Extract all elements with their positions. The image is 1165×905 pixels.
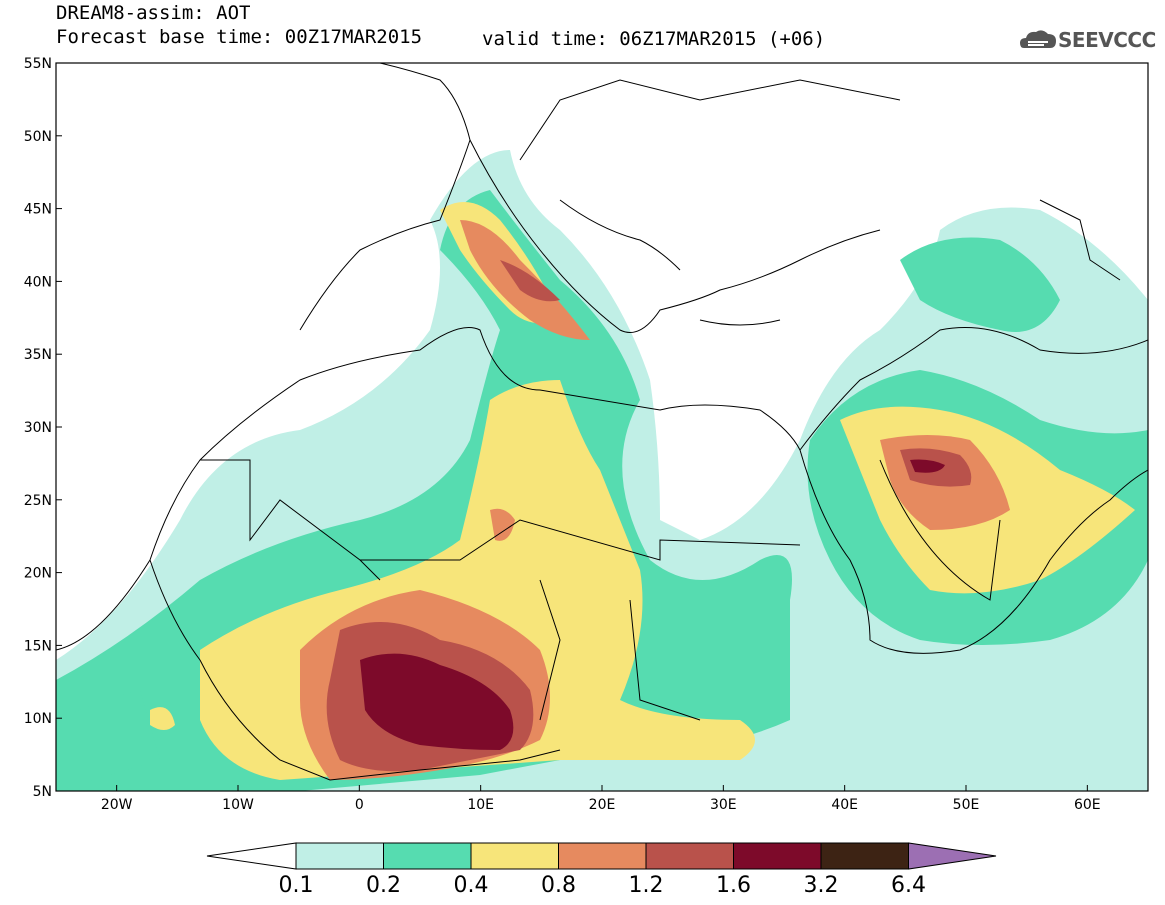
colorbar-box bbox=[383, 842, 472, 870]
longitude-axis: 20W 10W 0 10E 20E 30E 40E 50E 60E bbox=[101, 785, 1101, 813]
map-title: DREAM8-assim: AOT bbox=[56, 2, 251, 24]
lat-tick-label: 10N bbox=[24, 711, 52, 727]
lon-tick-label: 0 bbox=[355, 797, 364, 813]
lat-tick-label: 15N bbox=[24, 638, 52, 654]
cloud-logo-icon bbox=[1020, 30, 1056, 48]
forecast-base-time: Forecast base time: 00Z17MAR2015 bbox=[56, 26, 423, 48]
lat-tick-label: 40N bbox=[24, 274, 52, 290]
lat-tick-label: 25N bbox=[24, 493, 52, 509]
colorbar-label: 0.1 bbox=[279, 873, 314, 898]
aot-field bbox=[56, 150, 1148, 791]
colorbar: 0.1 0.2 0.4 0.8 1.2 1.6 3.2 6.4 bbox=[206, 842, 997, 898]
colorbar-label: 0.8 bbox=[541, 873, 576, 898]
lon-tick-label: 20W bbox=[101, 797, 133, 813]
lon-tick-label: 60E bbox=[1074, 797, 1101, 813]
lat-tick-label: 45N bbox=[24, 202, 52, 218]
colorbar-box bbox=[558, 842, 647, 870]
colorbar-label: 3.2 bbox=[804, 873, 839, 898]
lon-tick-label: 50E bbox=[953, 797, 980, 813]
logo-text: SEEVCCC bbox=[1058, 28, 1156, 52]
colorbar-box bbox=[820, 842, 909, 870]
colorbar-box bbox=[645, 842, 734, 870]
lat-tick-label: 5N bbox=[33, 784, 52, 800]
colorbar-box bbox=[295, 842, 384, 870]
aot-band-1.6 bbox=[360, 459, 945, 750]
colorbar-box bbox=[733, 842, 822, 870]
lon-tick-label: 40E bbox=[831, 797, 858, 813]
lat-tick-label: 20N bbox=[24, 566, 52, 582]
coastlines-borders bbox=[56, 63, 1148, 781]
lon-tick-label: 10W bbox=[222, 797, 254, 813]
lat-tick-label: 50N bbox=[24, 129, 52, 145]
colorbar-right-arrow bbox=[908, 842, 997, 870]
colorbar-box bbox=[470, 842, 559, 870]
lon-tick-label: 20E bbox=[589, 797, 616, 813]
lat-tick-label: 35N bbox=[24, 347, 52, 363]
valid-time: valid time: 06Z17MAR2015 (+06) bbox=[482, 28, 826, 50]
latitude-axis: 5N 10N 15N 20N 25N 30N 35N 40N 45N 50N 55N bbox=[24, 56, 62, 800]
colorbar-label: 0.2 bbox=[366, 873, 401, 898]
colorbar-label: 1.2 bbox=[629, 873, 664, 898]
lon-tick-label: 30E bbox=[710, 797, 737, 813]
colorbar-label: 6.4 bbox=[891, 873, 926, 898]
lon-tick-label: 10E bbox=[467, 797, 494, 813]
colorbar-left-arrow bbox=[206, 842, 297, 870]
colorbar-label: 1.6 bbox=[716, 873, 751, 898]
lat-tick-label: 55N bbox=[24, 56, 52, 72]
lat-tick-label: 30N bbox=[24, 420, 52, 436]
colorbar-label: 0.4 bbox=[454, 873, 489, 898]
